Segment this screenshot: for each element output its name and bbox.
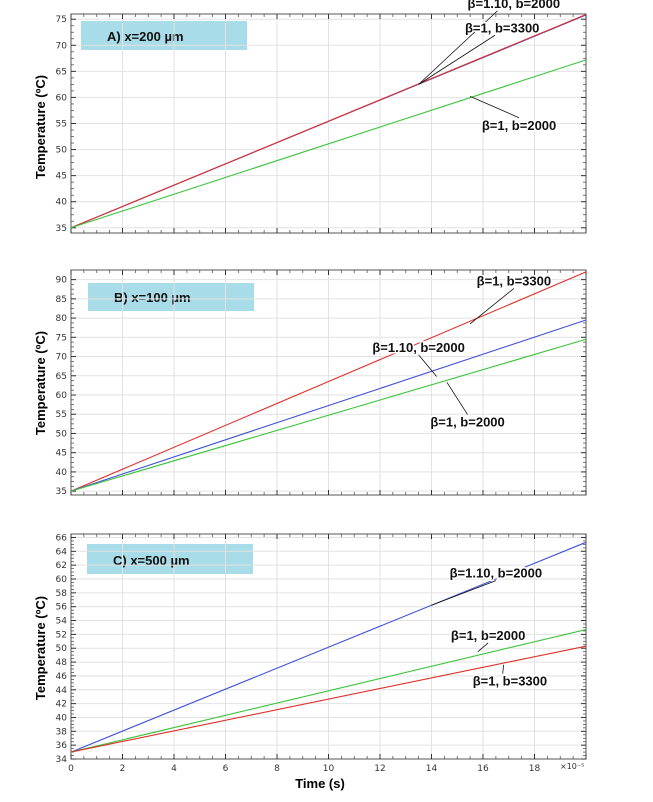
- y-tick-label: 60: [56, 391, 68, 401]
- y-tick-label: 38: [56, 727, 68, 737]
- y-tick-label: 45: [56, 172, 67, 182]
- x-tick-label: 4: [171, 764, 177, 774]
- panel-c: C) x=500 µm Temperature (ºC) Time (s) ×1…: [33, 533, 587, 791]
- annotation-leader: [469, 288, 515, 325]
- y-tick-label: 56: [56, 603, 68, 613]
- series-annotation: β=1.10, b=2000: [372, 340, 465, 355]
- plot-area: 35 40 45 50 55 60 65 70 75 β=1.10, b=2000 β=1, b=3…: [56, 0, 587, 234]
- y-tick-label: 75: [56, 333, 67, 343]
- y-tick-label: 40: [56, 713, 68, 723]
- y-tick-label: 40: [56, 468, 68, 478]
- x-tick-label: 14: [426, 764, 438, 774]
- x-axis-multiplier: ×10⁻⁵: [560, 762, 584, 771]
- y-tick-label: 45: [56, 449, 67, 459]
- annotation-leader: [446, 382, 468, 415]
- y-tick-label: 52: [56, 630, 67, 640]
- y-tick-label: 42: [56, 700, 67, 710]
- y-tick-label: 50: [56, 146, 68, 156]
- panel-title: A) x=200 µm: [107, 29, 184, 44]
- x-tick-label: 2: [120, 764, 126, 774]
- y-tick-label: 60: [56, 93, 68, 103]
- series-annotation: β=1, b=2000: [451, 628, 525, 643]
- y-tick-label: 54: [56, 617, 68, 627]
- series-annotation: β=1, b=3300: [473, 674, 547, 689]
- x-tick-label: 0: [68, 764, 74, 774]
- series-line: [70, 541, 587, 753]
- y-tick-label: 40: [56, 198, 68, 208]
- y-tick-label: 55: [56, 120, 67, 130]
- series-annotation: β=1, b=3300: [465, 20, 539, 35]
- series-line: [70, 14, 587, 229]
- y-tick-label: 70: [56, 41, 68, 51]
- series-annotation: β=1, b=3300: [477, 273, 551, 288]
- annotation-leader: [502, 664, 504, 674]
- y-tick-label: 44: [56, 686, 68, 696]
- series-annotation: β=1.10, b=2000: [468, 0, 561, 11]
- x-tick-label: 8: [274, 764, 280, 774]
- y-tick-label: 66: [56, 533, 68, 543]
- series-line: [70, 338, 587, 492]
- series-annotation: β=1.10, b=2000: [450, 566, 543, 581]
- y-tick-label: 60: [56, 575, 68, 585]
- y-tick-label: 62: [56, 561, 67, 571]
- panel-b: B) x=100 µm Temperature (ºC) 35 40 45 50 55 6…: [33, 269, 587, 497]
- x-tick-label: 18: [529, 764, 541, 774]
- y-tick-label: 75: [56, 15, 67, 25]
- panel-a: A) x=200 µm Temperature (ºC) 35 40 45 50 55 6…: [33, 0, 587, 234]
- plot-area: 0 2 4 6 8 10 12 14 16 183436384042444648505254565…: [56, 533, 587, 774]
- y-tick-label: 34: [56, 755, 68, 765]
- series-annotation: β=1, b=2000: [482, 118, 556, 133]
- y-tick-label: 85: [56, 295, 67, 305]
- series-line: [70, 645, 587, 753]
- annotation-leader: [469, 96, 520, 119]
- y-axis-label: Temperature (ºC): [33, 596, 48, 700]
- series-line: [70, 319, 587, 492]
- panel-title: C) x=500 µm: [113, 553, 190, 568]
- y-tick-label: 64: [56, 547, 68, 557]
- y-tick-label: 70: [56, 353, 68, 363]
- y-tick-label: 48: [56, 658, 68, 668]
- x-tick-label: 10: [323, 764, 335, 774]
- panel-title: B) x=100 µm: [114, 290, 191, 305]
- y-tick-label: 55: [56, 410, 67, 420]
- y-tick-label: 80: [56, 314, 68, 324]
- y-axis-label: Temperature (ºC): [33, 75, 48, 179]
- y-tick-label: 65: [56, 67, 67, 77]
- annotation-leader: [477, 642, 489, 652]
- y-tick-label: 50: [56, 644, 68, 654]
- x-tick-label: 16: [477, 764, 489, 774]
- series-line: [70, 59, 587, 229]
- annotation-leader: [418, 354, 437, 377]
- series-line: [70, 271, 587, 492]
- x-tick-label: 6: [223, 764, 229, 774]
- annotation-leader: [418, 10, 498, 85]
- y-axis-label: Temperature (ºC): [33, 331, 48, 435]
- panel-title-badge: [88, 283, 254, 311]
- y-tick-label: 36: [56, 741, 68, 751]
- y-tick-label: 58: [56, 589, 68, 599]
- y-tick-label: 35: [56, 487, 67, 497]
- annotation-leader: [418, 34, 496, 85]
- y-tick-label: 90: [56, 276, 68, 286]
- annotation-leader: [431, 580, 497, 606]
- series-line: [70, 629, 587, 753]
- y-tick-label: 46: [56, 672, 68, 682]
- x-axis-label: Time (s): [295, 776, 345, 791]
- plot-area: 35 40 45 50 55 60 65 70 75 80 85 90 β=1, b=3300 β=1.1…: [56, 269, 587, 497]
- y-tick-label: 50: [56, 429, 68, 439]
- series-annotation: β=1, b=2000: [430, 415, 504, 430]
- y-tick-label: 65: [56, 372, 67, 382]
- x-tick-label: 12: [374, 764, 385, 774]
- y-tick-label: 35: [56, 224, 67, 234]
